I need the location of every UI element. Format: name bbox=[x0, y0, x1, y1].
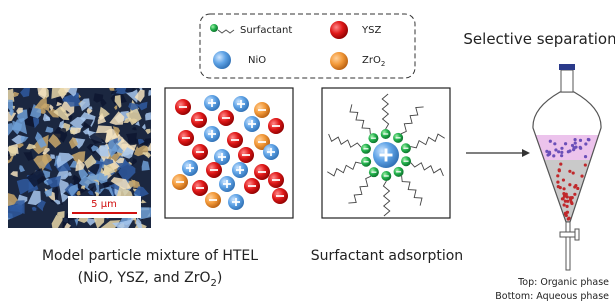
legend-label: Surfactant bbox=[240, 25, 292, 36]
aqueous-particle bbox=[558, 169, 561, 172]
legend-surfactant-tail bbox=[218, 30, 234, 33]
legend-surfactant-head bbox=[210, 24, 218, 32]
separation-title: Selective separation bbox=[463, 30, 615, 48]
arrow-head bbox=[522, 149, 530, 157]
organic-particle bbox=[554, 148, 557, 151]
aqueous-particle bbox=[569, 196, 572, 199]
legend-ysz bbox=[330, 21, 348, 39]
figure: Surfactant YSZ NiO ZrO2 5 μm Selective s… bbox=[0, 0, 615, 303]
organic-particle bbox=[584, 142, 587, 145]
legend-box bbox=[200, 14, 415, 78]
organic-phase bbox=[530, 135, 605, 160]
organic-particle bbox=[560, 151, 563, 154]
aqueous-particle bbox=[572, 171, 575, 174]
aqueous-particle bbox=[584, 163, 587, 166]
grain bbox=[145, 112, 151, 120]
label-subscript: 2 bbox=[381, 60, 385, 68]
aqueous-particle bbox=[564, 200, 567, 203]
aqueous-particle bbox=[556, 174, 559, 177]
aqueous-particle bbox=[565, 205, 568, 208]
stopcock-handle bbox=[575, 229, 579, 240]
organic-particle bbox=[564, 142, 567, 145]
organic-particle bbox=[579, 139, 582, 142]
mixture-caption: Model particle mixture of HTEL bbox=[42, 248, 258, 264]
aqueous-particle bbox=[562, 197, 565, 200]
organic-particle bbox=[573, 147, 576, 150]
organic-particle bbox=[553, 142, 556, 145]
organic-particle bbox=[574, 142, 577, 145]
organic-particle bbox=[557, 150, 560, 153]
adsorption-caption: Surfactant adsorption bbox=[311, 248, 463, 264]
grain bbox=[50, 154, 55, 159]
aqueous-particle bbox=[576, 187, 579, 190]
caption-text: (NiO, YSZ, and ZrO bbox=[78, 270, 211, 286]
aqueous-particle bbox=[566, 195, 569, 198]
phase-label: Top: Organic phase bbox=[517, 277, 609, 288]
organic-particle bbox=[548, 152, 551, 155]
aqueous-particle bbox=[573, 185, 576, 188]
scale-bar-label: 5 μm bbox=[91, 199, 117, 210]
stopcock bbox=[560, 232, 576, 237]
aqueous-particle bbox=[570, 201, 573, 204]
aqueous-particle bbox=[556, 180, 559, 183]
aqueous-particle bbox=[559, 186, 562, 189]
phase-label: Bottom: Aqueous phase bbox=[495, 291, 609, 302]
funnel-stopper bbox=[559, 64, 575, 70]
aqueous-particle bbox=[559, 162, 562, 165]
funnel-stem bbox=[566, 222, 570, 270]
legend-label: ZrO2 bbox=[362, 55, 385, 68]
aqueous-particle bbox=[568, 170, 571, 173]
aqueous-particle bbox=[573, 193, 576, 196]
mixture-caption: (NiO, YSZ, and ZrO2) bbox=[78, 270, 223, 289]
aqueous-particle bbox=[566, 211, 569, 214]
grain bbox=[148, 90, 154, 96]
legend-zro2 bbox=[330, 52, 348, 70]
label-text: ZrO bbox=[362, 55, 381, 66]
legend-label: NiO bbox=[248, 55, 266, 66]
aqueous-particle bbox=[568, 183, 571, 186]
organic-particle bbox=[568, 149, 571, 152]
aqueous-particle bbox=[562, 192, 565, 195]
caption-text: ) bbox=[217, 270, 222, 286]
organic-particle bbox=[560, 147, 563, 150]
aqueous-particle bbox=[567, 217, 570, 220]
organic-particle bbox=[545, 150, 548, 153]
legend-nio bbox=[213, 51, 231, 69]
aqueous-particle bbox=[562, 178, 565, 181]
aqueous-particle bbox=[563, 203, 566, 206]
organic-particle bbox=[552, 154, 555, 157]
organic-particle bbox=[549, 140, 552, 143]
legend-label: YSZ bbox=[361, 25, 381, 36]
organic-particle bbox=[573, 138, 576, 141]
aqueous-particle bbox=[562, 187, 565, 190]
organic-particle bbox=[587, 138, 590, 141]
organic-particle bbox=[560, 154, 563, 157]
funnel-neck bbox=[561, 70, 573, 92]
organic-particle bbox=[579, 146, 582, 149]
organic-particle bbox=[584, 155, 587, 158]
aqueous-particle bbox=[580, 174, 583, 177]
